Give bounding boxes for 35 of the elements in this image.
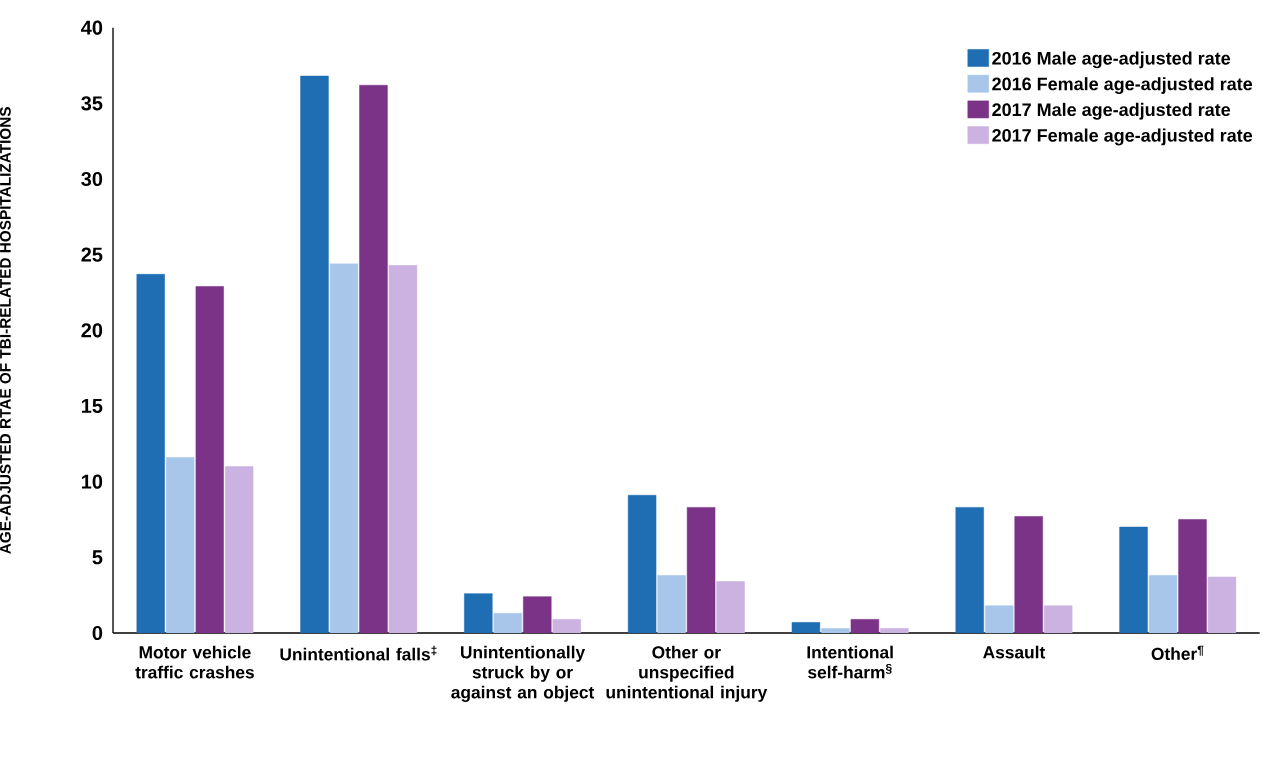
bar: [1207, 576, 1237, 633]
bar: [552, 619, 581, 633]
x-tick-label: Unintentional falls$^{‡}$: [280, 645, 437, 661]
y-axis-title: AGE-ADJUSTED RTAE OF TBI-RELATED HOSPITALIZATIONS: [0, 107, 11, 554]
legend-label: 2017 Female age-adjusted rate: [992, 128, 1253, 146]
bar: [523, 596, 552, 633]
bar: [686, 507, 716, 633]
y-tick-label: 20: [81, 323, 103, 338]
bar: [195, 286, 224, 633]
x-tick-label: Other$^{¶}$: [1151, 645, 1204, 661]
bar: [359, 84, 388, 633]
legend-label: 2016 Female age-adjusted rate: [992, 77, 1253, 94]
bar: [1043, 605, 1073, 633]
legend-label: 2017 Male age-adjusted rate: [992, 102, 1231, 120]
bar: [880, 628, 909, 633]
y-tick-label: 30: [81, 171, 103, 187]
bar: [716, 581, 745, 633]
y-tick-label: 5: [92, 550, 103, 565]
y-tick-label: 25: [81, 247, 103, 262]
bar: [1014, 516, 1043, 633]
x-tick-label: Assault: [983, 645, 1046, 659]
bar: [1178, 519, 1207, 633]
y-tick-label: 0: [92, 625, 103, 641]
x-tick-label: Intentional self-harm$^{§}$: [807, 645, 893, 679]
x-tick-label: Unintentionally struck by or against an object: [451, 645, 595, 702]
bar: [850, 619, 880, 633]
y-tick-label: 35: [81, 96, 103, 111]
x-tick-label: Motor vehicle traffic crashes: [135, 645, 254, 679]
y-tick-label: 40: [81, 20, 103, 35]
y-tick-label: 15: [81, 399, 103, 413]
bar: [388, 264, 418, 633]
legend-label: 2016 Male age-adjusted rate: [992, 51, 1231, 69]
y-tick-label: 10: [81, 474, 103, 489]
x-tick-label: Other or unspecified unintentional injury: [606, 645, 768, 702]
bar: [224, 466, 254, 633]
